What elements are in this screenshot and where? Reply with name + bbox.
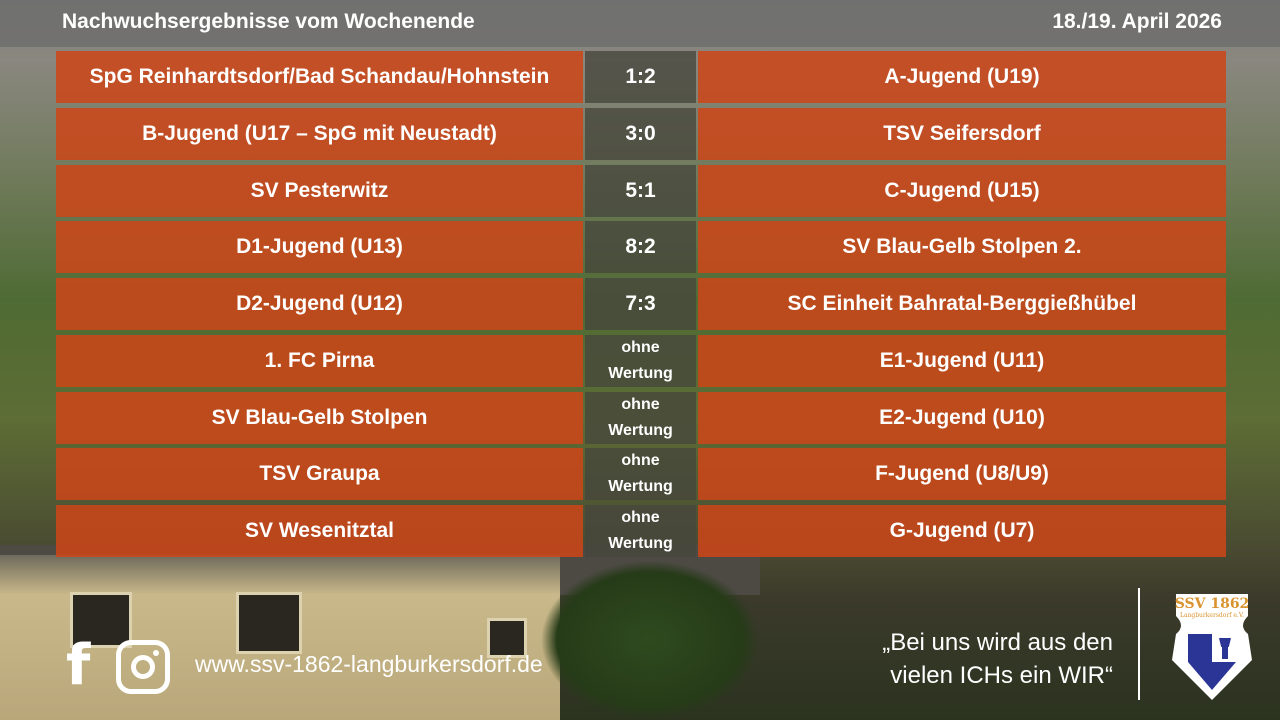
score: 3:0 (585, 107, 696, 160)
home-team: D1-Jugend (U13) (56, 221, 583, 274)
home-team: SV Pesterwitz (56, 164, 583, 217)
result-row: SV Wesenitztal ohne Wertung G-Jugend (U7) (56, 505, 1226, 557)
background-window (70, 592, 132, 648)
background-window (487, 618, 527, 658)
svg-text:SSV 1862: SSV 1862 (1175, 596, 1250, 612)
background-window (236, 592, 302, 654)
home-team: 1. FC Pirna (56, 334, 583, 387)
result-row: SpG Reinhardtsdorf/Bad Schandau/Hohnstei… (56, 51, 1226, 103)
club-logo: SSV 1862 Langburkersdorf e.V. (1172, 594, 1252, 700)
page-title: Nachwuchsergebnisse vom Wochenende (62, 10, 475, 33)
header-bar: Nachwuchsergebnisse vom Wochenende 18./1… (0, 0, 1280, 47)
score: 8:2 (585, 221, 696, 274)
result-row: TSV Graupa ohne Wertung F-Jugend (U8/U9) (56, 448, 1226, 501)
score: 5:1 (585, 164, 696, 217)
home-team: SV Blau-Gelb Stolpen (56, 391, 583, 444)
website-link[interactable]: www.ssv-1862-langburkersdorf.de (195, 651, 543, 677)
result-row: SV Pesterwitz 5:1 C-Jugend (U15) (56, 164, 1226, 217)
score: ohne Wertung (585, 448, 696, 501)
away-team: C-Jugend (U15) (698, 164, 1226, 217)
home-team: TSV Graupa (56, 448, 583, 501)
away-team: F-Jugend (U8/U9) (698, 448, 1226, 501)
score: ohne Wertung (585, 391, 696, 444)
away-team: TSV Seifersdorf (698, 107, 1226, 160)
slogan-line: „Bei uns wird aus den (882, 629, 1113, 656)
result-row: D1-Jugend (U13) 8:2 SV Blau-Gelb Stolpen… (56, 221, 1226, 274)
divider (1138, 588, 1140, 700)
away-team: SV Blau-Gelb Stolpen 2. (698, 221, 1226, 274)
date-label: 18./19. April 2026 (1052, 10, 1222, 33)
home-team: SV Wesenitztal (56, 505, 583, 557)
score: 1:2 (585, 51, 696, 103)
score: ohne Wertung (585, 334, 696, 387)
slogan-line: vielen ICHs ein WIR“ (890, 662, 1113, 689)
result-row: D2-Jugend (U12) 7:3 SC Einheit Bahratal-… (56, 278, 1226, 330)
facebook-icon[interactable]: f (66, 633, 91, 698)
instagram-icon[interactable] (116, 640, 170, 694)
away-team: G-Jugend (U7) (698, 505, 1226, 557)
away-team: SC Einheit Bahratal-Berggießhübel (698, 278, 1226, 330)
result-row: SV Blau-Gelb Stolpen ohne Wertung E2-Juge… (56, 391, 1226, 444)
home-team: SpG Reinhardtsdorf/Bad Schandau/Hohnstei… (56, 51, 583, 103)
away-team: E1-Jugend (U11) (698, 334, 1226, 387)
result-row: B-Jugend (U17 – SpG mit Neustadt) 3:0 TS… (56, 107, 1226, 160)
away-team: E2-Jugend (U10) (698, 391, 1226, 444)
home-team: D2-Jugend (U12) (56, 278, 583, 330)
score: ohne Wertung (585, 505, 696, 557)
result-row: 1. FC Pirna ohne Wertung E1-Jugend (U11) (56, 334, 1226, 387)
slogan: „Bei uns wird aus den vielen ICHs ein WI… (882, 626, 1113, 692)
score: 7:3 (585, 278, 696, 330)
background-tree (540, 560, 760, 720)
svg-text:Langburkersdorf e.V.: Langburkersdorf e.V. (1180, 612, 1244, 619)
away-team: A-Jugend (U19) (698, 51, 1226, 103)
home-team: B-Jugend (U17 – SpG mit Neustadt) (56, 107, 583, 160)
